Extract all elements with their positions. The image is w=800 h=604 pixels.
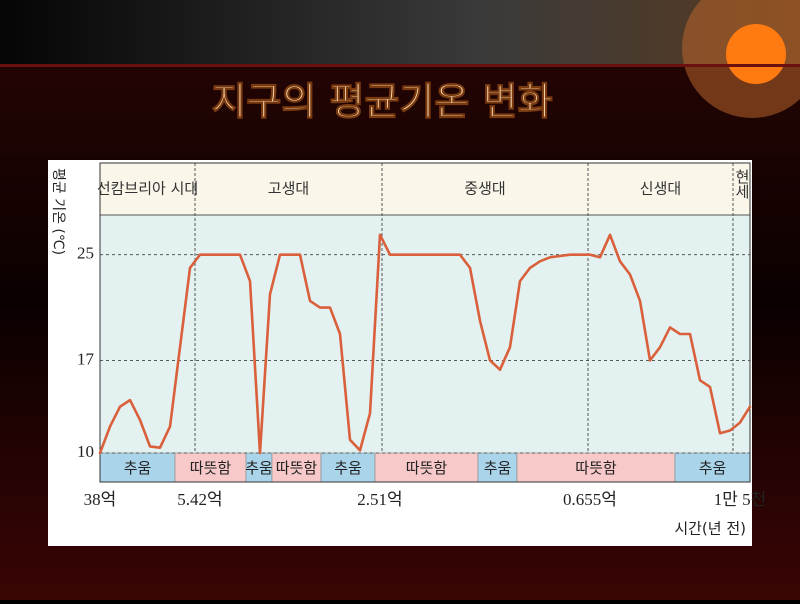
climate-band: [674, 452, 751, 483]
y-axis-label: 평균 기온 (℃): [50, 168, 66, 255]
era-label: 현세: [733, 169, 751, 199]
climate-band-label: 따뜻함: [575, 459, 617, 477]
x-tick-label: 0.655억: [563, 490, 617, 509]
plot-area: [100, 215, 750, 453]
era-label: 고생대: [268, 180, 309, 198]
x-tick-label: 2.51억: [357, 490, 402, 509]
climate-band-label: 추움: [124, 459, 152, 477]
top-band: [0, 0, 800, 64]
climate-band: [516, 452, 676, 483]
climate-band: [374, 452, 479, 483]
era-label: 중생대: [464, 180, 505, 198]
climate-band: [271, 452, 322, 483]
climate-band: [245, 452, 273, 483]
climate-band-label: 추움: [699, 459, 727, 477]
y-tick-label: 10: [77, 442, 94, 461]
x-tick-label: 1만 5천: [714, 490, 767, 509]
decor-dot: [726, 24, 786, 84]
x-tick-label: 38억: [84, 490, 117, 509]
x-axis-label: 시간(년 전): [674, 520, 746, 538]
climate-band-label: 따뜻함: [406, 459, 448, 477]
y-tick-label: 17: [77, 349, 95, 368]
era-label: 신생대: [640, 180, 681, 198]
climate-band-label: 따뜻함: [190, 459, 232, 477]
climate-band: [320, 452, 376, 483]
climate-band-label: 추움: [245, 459, 273, 477]
era-label: 선캄브리아 시대: [97, 180, 198, 198]
climate-band-label: 따뜻함: [276, 459, 318, 477]
x-tick-label: 5.42억: [177, 490, 222, 509]
climate-band-label: 추움: [484, 459, 512, 477]
slide-title: 지구의 평균기온 변화: [211, 80, 552, 124]
divider: [0, 64, 800, 67]
temperature-line: [98, 233, 752, 455]
y-tick-label: 25: [77, 244, 94, 263]
climate-band-label: 추움: [334, 459, 362, 477]
plot-frame: [99, 162, 751, 483]
